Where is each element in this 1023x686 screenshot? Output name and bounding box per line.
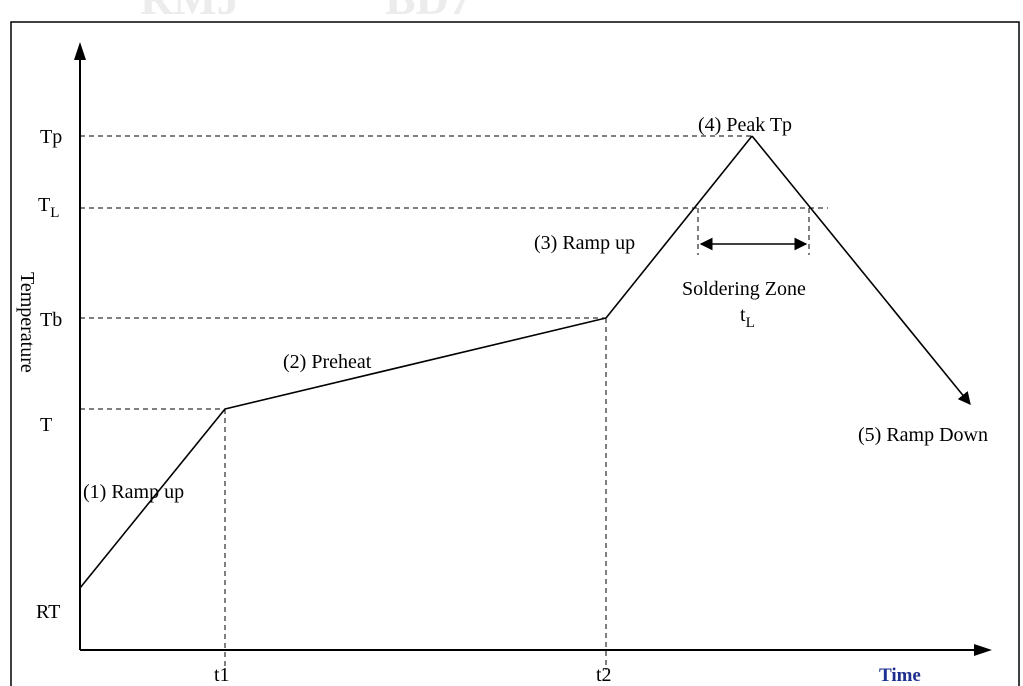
x-tick-t2: t2 — [596, 664, 612, 686]
y-axis-title: Temperature — [16, 272, 38, 373]
segment-ramp-down — [751, 135, 971, 405]
phase-ramp-up-1: (1) Ramp up — [83, 481, 184, 503]
phase-preheat: (2) Preheat — [283, 351, 372, 373]
watermark-left: RMJ — [140, 0, 240, 24]
segment-preheat — [224, 317, 607, 410]
diagram-frame — [10, 21, 1020, 686]
segment-ramp-up-3 — [605, 135, 753, 319]
soldering-zone-sub: tL — [740, 304, 755, 331]
x-tick-t1: t1 — [214, 664, 230, 686]
phase-ramp-up-3: (3) Ramp up — [534, 232, 635, 254]
y-label-tl-sub: L — [50, 205, 59, 221]
x-axis-title: Time — [879, 665, 921, 686]
x-axis-arrow-icon — [974, 644, 992, 656]
y-axis-arrow-icon — [74, 42, 86, 60]
y-label-tl-main: T — [38, 194, 50, 216]
y-label-rt: RT — [36, 601, 60, 623]
y-label-t: T — [40, 414, 52, 436]
y-label-tb: Tb — [40, 309, 62, 331]
y-label-tl: TL — [38, 194, 59, 221]
y-label-tp: Tp — [40, 126, 62, 148]
watermark-right: BD7 — [385, 0, 472, 24]
phase-ramp-down: (5) Ramp Down — [858, 424, 988, 446]
segment-ramp-up-1 — [79, 408, 226, 589]
phase-peak: (4) Peak Tp — [698, 114, 792, 136]
soldering-zone-sub-sub: L — [746, 315, 755, 331]
soldering-zone-sub-main: t — [740, 304, 746, 326]
soldering-zone-label: Soldering Zone — [682, 278, 806, 300]
